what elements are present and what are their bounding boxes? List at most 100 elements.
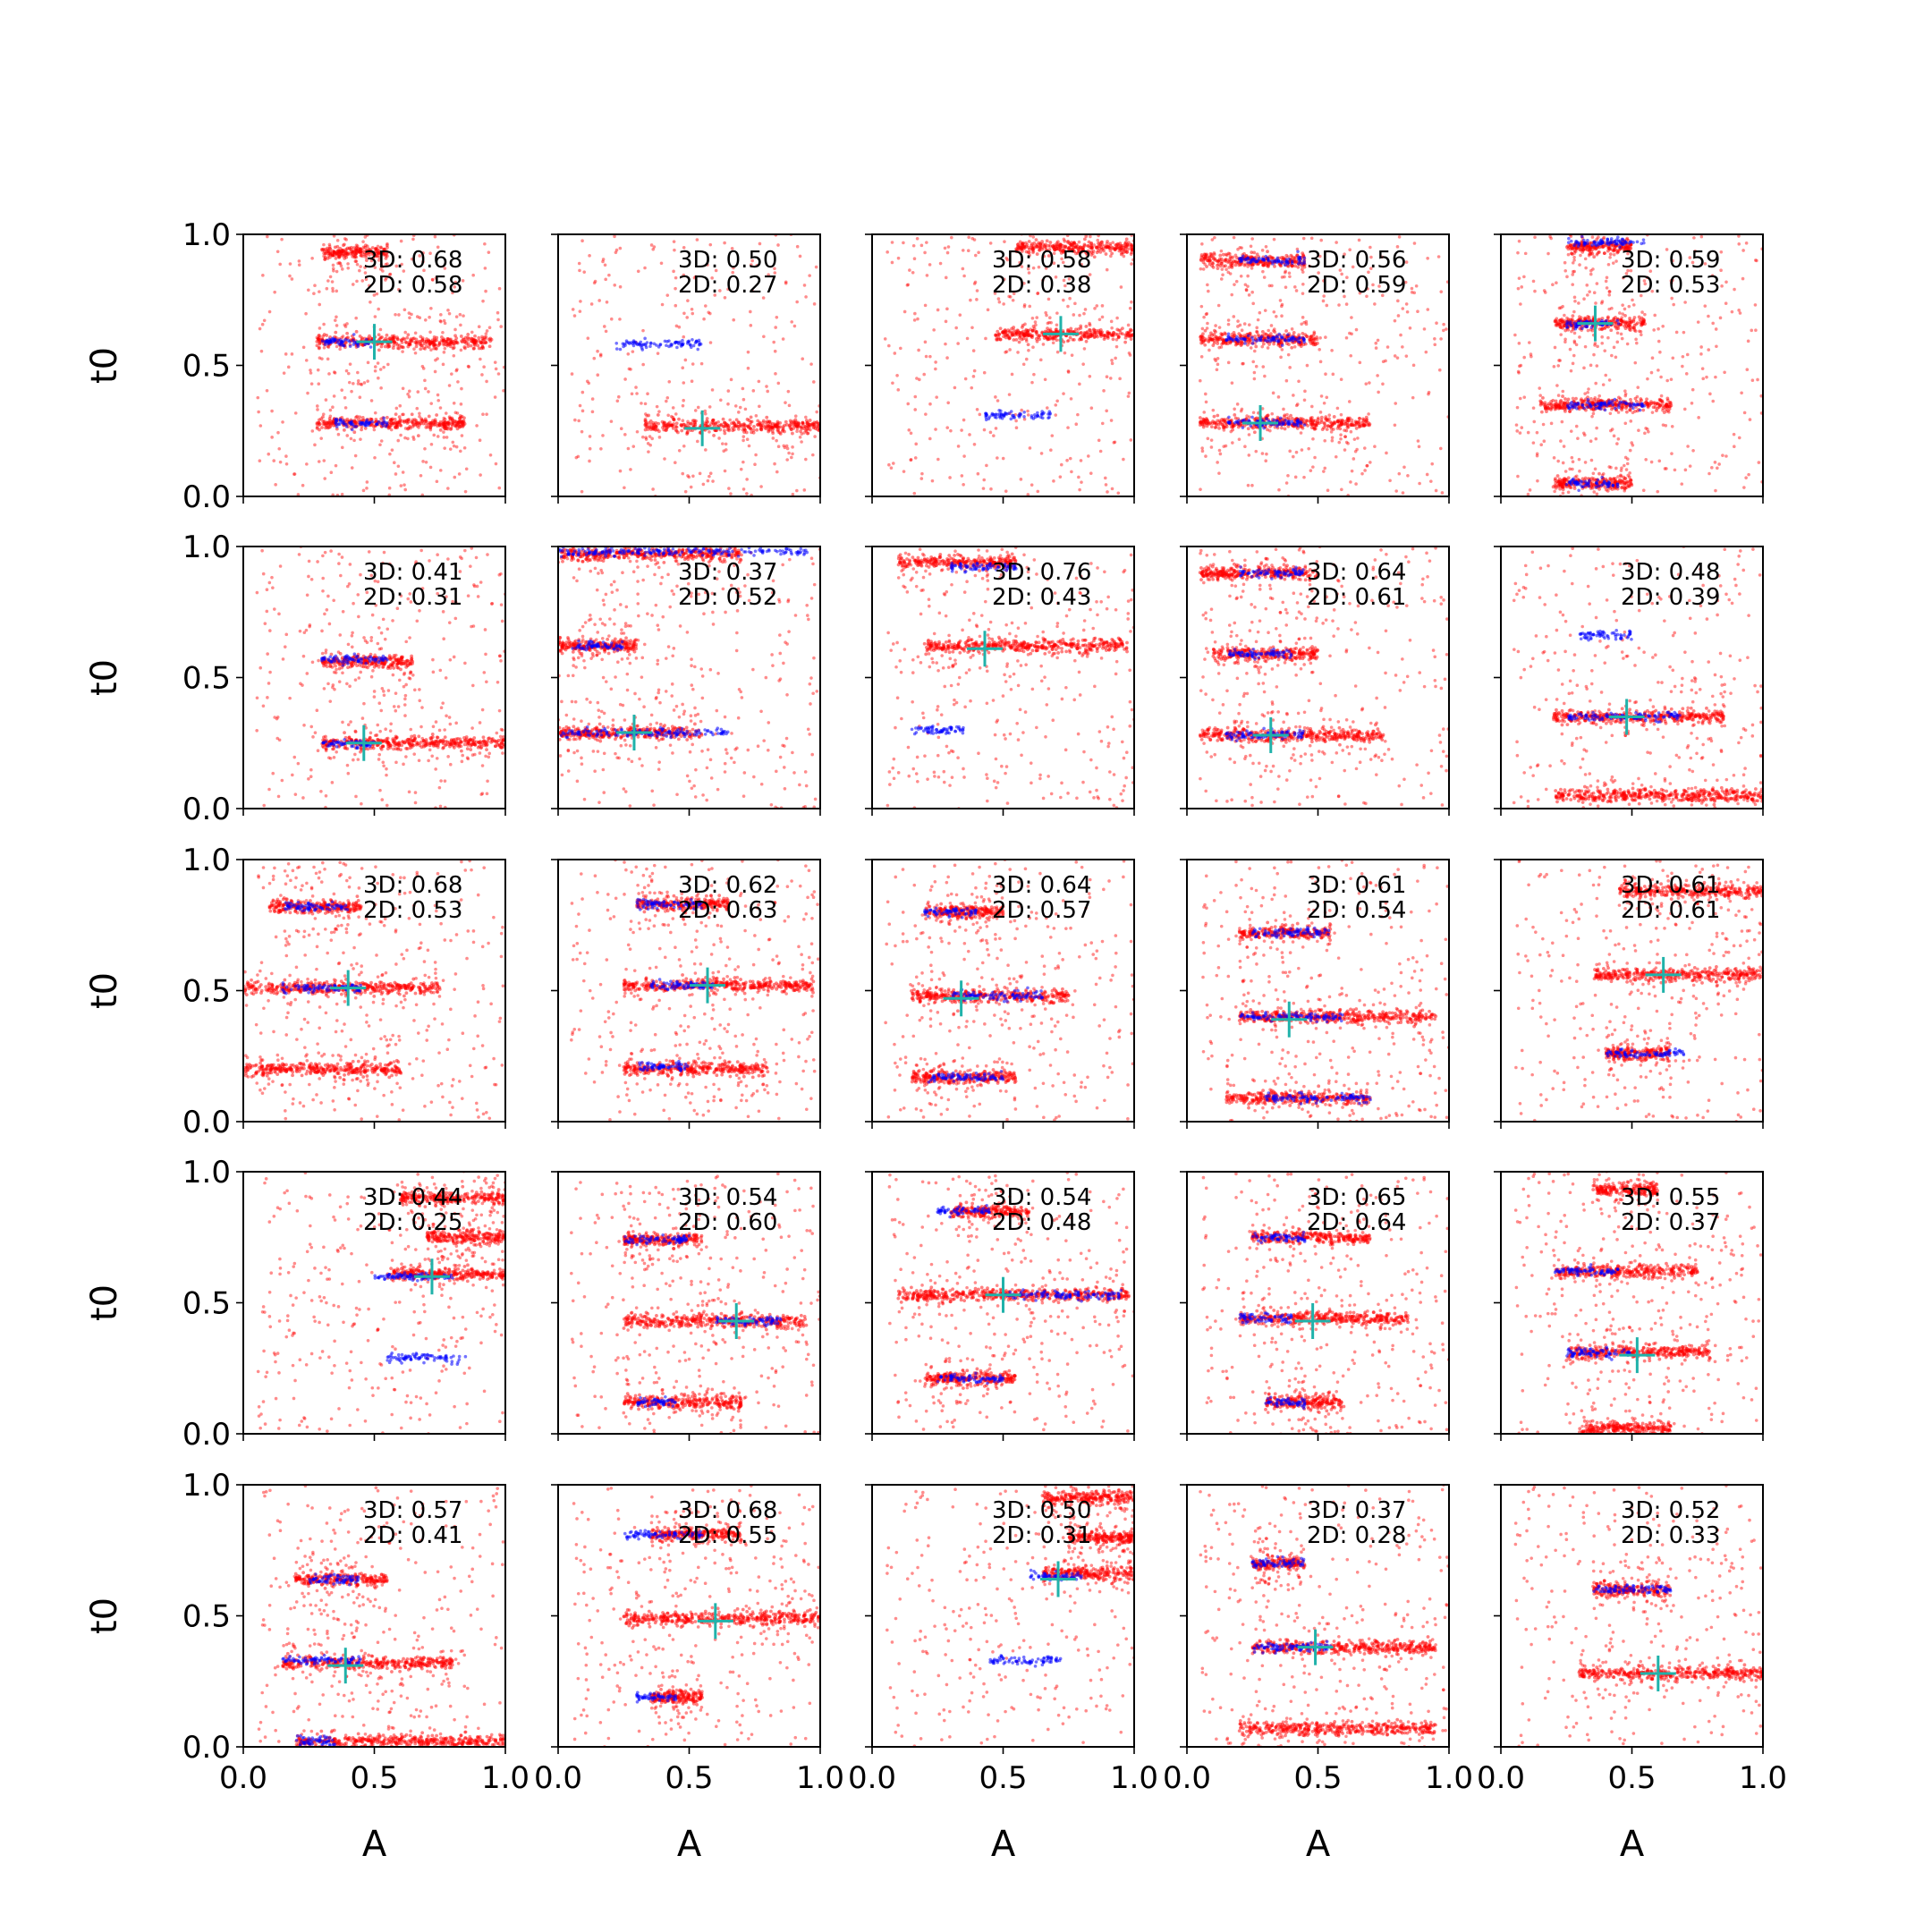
red-point [1317, 271, 1320, 275]
red-point [1231, 425, 1235, 429]
red-point [890, 260, 894, 265]
red-point [1052, 261, 1056, 266]
red-point [1089, 245, 1094, 249]
red-point [1267, 284, 1272, 288]
red-point [378, 368, 383, 371]
red-point [907, 428, 911, 432]
red-point [1121, 332, 1124, 336]
red-point [1093, 307, 1097, 310]
red-point [1020, 250, 1024, 253]
red-point [444, 411, 448, 415]
red-point [428, 251, 432, 256]
red-point [1252, 430, 1257, 435]
red-point [601, 434, 605, 437]
blue-point [335, 425, 339, 428]
red-point [1292, 344, 1297, 349]
red-point [762, 335, 766, 339]
red-point [1365, 294, 1368, 299]
red-point [394, 313, 397, 317]
red-point [776, 445, 781, 448]
blue-point [618, 347, 623, 352]
red-point [970, 236, 974, 241]
red-point [708, 474, 711, 479]
red-point [429, 348, 433, 352]
red-point [359, 265, 362, 268]
red-point [704, 422, 708, 426]
red-point [966, 249, 970, 253]
red-point [1005, 258, 1010, 262]
red-point [1591, 267, 1595, 271]
red-point [643, 419, 648, 423]
red-point [1223, 418, 1227, 421]
red-point [1653, 313, 1657, 318]
red-point [379, 439, 384, 443]
red-point [344, 238, 348, 242]
red-point [1344, 440, 1349, 445]
blue-point [1227, 415, 1231, 419]
red-point [1669, 377, 1674, 381]
red-point [1217, 448, 1222, 453]
red-point [1229, 429, 1233, 434]
red-point [1264, 244, 1268, 249]
red-point [1104, 483, 1108, 487]
red-point [1057, 248, 1062, 251]
red-point [1595, 364, 1599, 368]
red-point [1388, 479, 1392, 483]
red-point [1301, 316, 1305, 319]
red-point [1224, 267, 1228, 272]
red-point [1330, 348, 1334, 352]
red-point [1034, 336, 1038, 341]
red-point [739, 467, 743, 471]
red-point [354, 248, 358, 252]
red-point [421, 251, 425, 255]
red-point [1031, 325, 1036, 328]
red-point [483, 267, 487, 270]
red-point [804, 457, 808, 462]
red-point [1255, 330, 1259, 335]
blue-point [1273, 259, 1277, 264]
blue-point [1286, 333, 1290, 337]
red-point [1309, 335, 1313, 339]
red-point [799, 425, 803, 429]
red-point [685, 316, 690, 319]
red-point [1366, 287, 1369, 291]
red-point [1516, 369, 1521, 374]
red-point [814, 265, 818, 269]
red-point [913, 394, 918, 399]
red-point [284, 462, 289, 466]
red-point [1239, 409, 1243, 413]
red-point [641, 435, 645, 439]
red-point [784, 401, 787, 404]
red-point [417, 421, 421, 426]
red-point [1657, 459, 1662, 463]
red-point [1019, 330, 1023, 335]
red-point [1041, 343, 1046, 346]
red-point [746, 425, 750, 429]
blue-point [1036, 411, 1039, 415]
red-point [674, 412, 678, 416]
red-point [363, 427, 368, 430]
red-point [1422, 327, 1427, 331]
red-point [673, 461, 677, 465]
red-point [1344, 302, 1349, 306]
red-point [1095, 304, 1099, 308]
red-point [1282, 407, 1285, 411]
red-point [1338, 268, 1343, 272]
red-point [1045, 406, 1049, 410]
red-point [1089, 334, 1094, 338]
red-point [396, 464, 401, 469]
red-point [416, 390, 420, 394]
blue-point [1278, 416, 1283, 420]
red-point [352, 255, 357, 259]
red-point [1110, 487, 1114, 491]
red-point [1253, 341, 1257, 345]
red-point [667, 379, 672, 384]
red-point [1319, 420, 1324, 424]
red-point [360, 279, 365, 283]
blue-point [1298, 255, 1302, 259]
blue-point [999, 412, 1004, 416]
red-point [1259, 225, 1263, 228]
red-point [928, 402, 932, 406]
red-point [356, 418, 360, 422]
